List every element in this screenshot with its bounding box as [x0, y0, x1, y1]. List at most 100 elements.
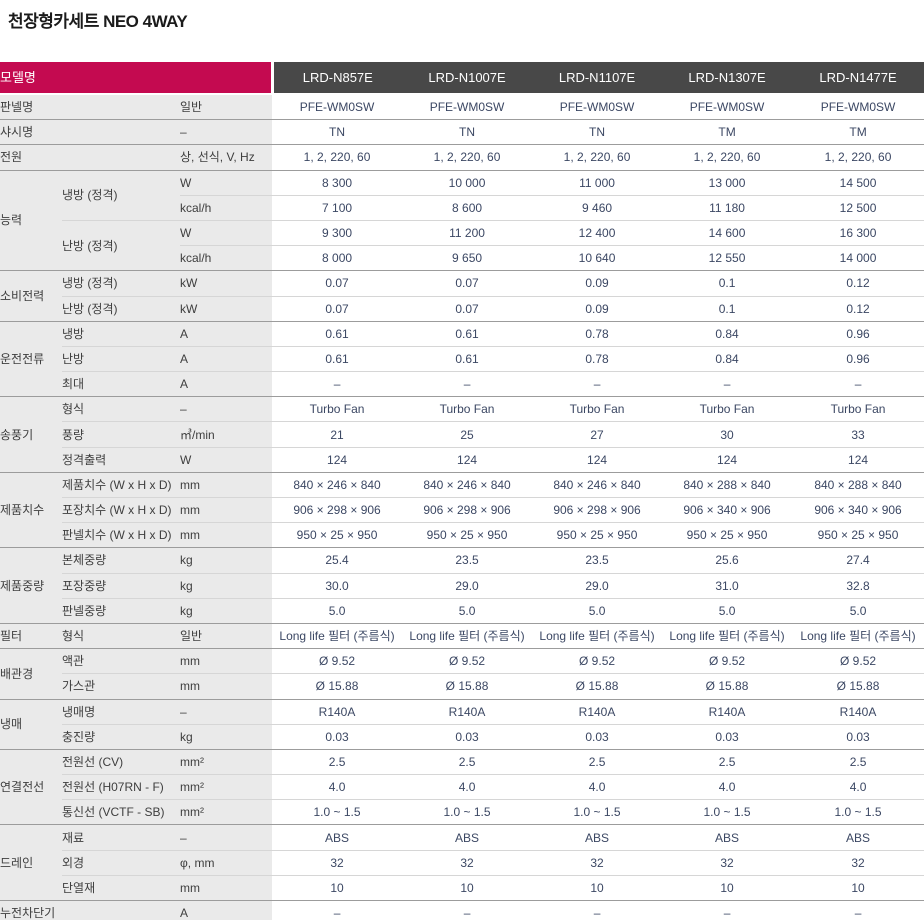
category-cell: 필터 — [0, 622, 62, 649]
sub-label-cell: 최대 — [62, 371, 180, 397]
unit-cell: – — [180, 119, 273, 145]
value-cell: – — [402, 899, 533, 920]
unit-cell: mm² — [180, 799, 273, 825]
value-cell: R140A — [402, 698, 533, 725]
category-cell: 연결전선 — [0, 748, 62, 825]
category-cell: 운전전류 — [0, 320, 62, 397]
category-cell: 판넬명 — [0, 93, 180, 120]
value-cell: 9 460 — [532, 194, 663, 221]
value-cell: 27.4 — [792, 547, 924, 574]
value-cell: ABS — [402, 824, 533, 851]
value-cell: 0.09 — [532, 270, 663, 296]
value-cell: 906 × 298 × 906 — [272, 496, 403, 523]
value-cell: 950 × 25 × 950 — [792, 522, 924, 548]
value-cell: 31.0 — [662, 572, 793, 599]
table-row: 난방 (정격) kW 0.07 0.07 0.09 0.1 0.12 — [0, 295, 924, 322]
sub-label-cell: 재료 — [62, 824, 180, 851]
value-cell: 32 — [402, 849, 533, 876]
value-cell: 0.07 — [402, 270, 533, 296]
value-cell: 0.61 — [272, 345, 403, 372]
value-cell: PFE-WM0SW — [792, 93, 924, 120]
unit-cell: kW — [180, 295, 273, 322]
table-row: 연결전선 전원선 (CV) mm² 2.5 2.5 2.5 2.5 2.5 — [0, 748, 924, 825]
value-cell: 4.0 — [402, 774, 533, 800]
unit-cell: mm — [180, 874, 273, 901]
unit-cell: kg — [180, 572, 273, 599]
value-cell: 11 200 — [402, 219, 533, 246]
value-cell: 29.0 — [402, 572, 533, 599]
table-row: 정격출력 W 124 124 124 124 124 — [0, 446, 924, 473]
unit-cell: – — [180, 396, 273, 422]
value-cell: Turbo Fan — [272, 396, 403, 422]
table-row: 판넬명 일반 PFE-WM0SW PFE-WM0SW PFE-WM0SW PFE-WM0S… — [0, 93, 924, 120]
value-cell: Ø 9.52 — [662, 648, 793, 674]
value-cell: 0.03 — [272, 723, 403, 750]
value-cell: 5.0 — [402, 597, 533, 624]
value-cell: PFE-WM0SW — [662, 93, 793, 120]
value-cell: 906 × 298 × 906 — [532, 496, 663, 523]
sub-label-cell: 포장치수 (W x H x D) — [62, 496, 180, 523]
sub-label-cell: 단열재 — [62, 874, 180, 901]
value-cell: Long life 필터 (주름식) — [402, 622, 533, 649]
value-cell: 5.0 — [792, 597, 924, 624]
value-cell: Ø 9.52 — [272, 648, 403, 674]
sub-label-cell: 형식 — [62, 396, 180, 422]
table-row: 드레인 재료 – ABS ABS ABS ABS ABS — [0, 824, 924, 901]
value-cell: 11 180 — [662, 194, 793, 221]
value-cell: 11 000 — [532, 169, 663, 196]
value-cell: 1.0 ~ 1.5 — [402, 799, 533, 825]
value-cell: 2.5 — [792, 748, 924, 775]
table-row: 포장치수 (W x H x D) mm 906 × 298 × 906 906 × 2… — [0, 496, 924, 523]
category-cell: 누전차단기 — [0, 899, 180, 920]
sub-label-cell: 냉방 (정격) — [62, 270, 180, 296]
table-row: 통신선 (VCTF - SB) mm² 1.0 ~ 1.5 1.0 ~ 1.5 1.0 … — [0, 799, 924, 825]
unit-cell: kcal/h — [180, 245, 273, 271]
value-cell: 25.4 — [272, 547, 403, 574]
sub-label-cell: 난방 — [62, 345, 180, 372]
value-cell: 10 640 — [532, 245, 663, 271]
value-cell: – — [662, 899, 793, 920]
value-cell: – — [272, 371, 403, 397]
value-cell: Ø 9.52 — [792, 648, 924, 674]
unit-cell: φ, mm — [180, 849, 273, 876]
value-cell: 12 550 — [662, 245, 793, 271]
value-cell: Long life 필터 (주름식) — [792, 622, 924, 649]
unit-cell: kcal/h — [180, 194, 273, 221]
value-cell: 0.96 — [792, 345, 924, 372]
table-row: 전원선 (H07RN - F) mm² 4.0 4.0 4.0 4.0 4.0 — [0, 774, 924, 800]
value-cell: 0.03 — [402, 723, 533, 750]
table-header-row: 모델명 LRD-N857E LRD-N1007E LRD-N1107E LRD-… — [0, 62, 924, 95]
value-cell: 25 — [402, 421, 533, 448]
table-row: 풍량 ㎥/min 21 25 27 30 33 — [0, 421, 924, 448]
unit-cell: kg — [180, 597, 273, 624]
value-cell: 5.0 — [272, 597, 403, 624]
value-cell: 10 — [792, 874, 924, 901]
value-cell: 0.1 — [662, 270, 793, 296]
category-cell: 소비전력 — [0, 270, 62, 322]
table-row: 운전전류 냉방 A 0.61 0.61 0.78 0.84 0.96 — [0, 320, 924, 397]
category-cell: 전원 — [0, 144, 180, 171]
value-cell: ABS — [792, 824, 924, 851]
value-cell: PFE-WM0SW — [402, 93, 533, 120]
value-cell: 27 — [532, 421, 663, 448]
value-cell: 10 — [532, 874, 663, 901]
value-cell: 4.0 — [532, 774, 663, 800]
unit-cell: mm² — [180, 774, 273, 800]
value-cell: – — [792, 899, 924, 920]
unit-cell: 상, 선식, V, Hz — [180, 144, 273, 171]
value-cell: 0.61 — [402, 345, 533, 372]
unit-cell: kg — [180, 547, 273, 574]
sub-label-cell: 판넬중량 — [62, 597, 180, 624]
category-cell: 냉매 — [0, 698, 62, 750]
value-cell: 12 400 — [532, 219, 663, 246]
table-row: 충진량 kg 0.03 0.03 0.03 0.03 0.03 — [0, 723, 924, 750]
value-cell: ABS — [532, 824, 663, 851]
unit-cell: – — [180, 824, 273, 851]
value-cell: 1, 2, 220, 60 — [272, 144, 403, 171]
table-row: 외경 φ, mm 32 32 32 32 32 — [0, 849, 924, 876]
value-cell: 2.5 — [402, 748, 533, 775]
value-cell: 124 — [402, 446, 533, 473]
sub-label-cell: 형식 — [62, 622, 180, 649]
value-cell: 840 × 246 × 840 — [272, 471, 403, 498]
